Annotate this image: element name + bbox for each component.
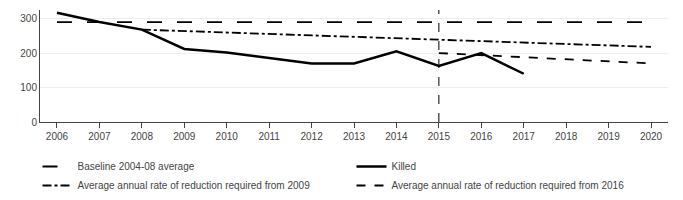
svg-text:2012: 2012 bbox=[300, 131, 323, 142]
svg-text:Killed: Killed bbox=[392, 161, 416, 172]
svg-text:2010: 2010 bbox=[216, 131, 239, 142]
svg-text:2017: 2017 bbox=[513, 131, 536, 142]
svg-text:2009: 2009 bbox=[173, 131, 196, 142]
svg-text:2015: 2015 bbox=[428, 131, 451, 142]
svg-text:0: 0 bbox=[31, 117, 37, 128]
svg-text:2018: 2018 bbox=[555, 131, 578, 142]
svg-text:300: 300 bbox=[20, 13, 37, 24]
svg-text:2007: 2007 bbox=[88, 131, 111, 142]
svg-text:Average annual rate of reducti: Average annual rate of reduction require… bbox=[78, 180, 311, 191]
svg-text:100: 100 bbox=[20, 82, 37, 93]
svg-text:2020: 2020 bbox=[640, 131, 663, 142]
svg-text:2016: 2016 bbox=[470, 131, 493, 142]
svg-text:2011: 2011 bbox=[258, 131, 280, 142]
svg-text:2006: 2006 bbox=[46, 131, 69, 142]
svg-text:200: 200 bbox=[20, 48, 37, 59]
svg-text:2014: 2014 bbox=[385, 131, 408, 142]
svg-text:Baseline 2004-08 average: Baseline 2004-08 average bbox=[78, 161, 195, 172]
svg-text:2008: 2008 bbox=[131, 131, 154, 142]
svg-text:Average annual rate of reducti: Average annual rate of reduction require… bbox=[392, 180, 625, 191]
svg-text:2013: 2013 bbox=[343, 131, 366, 142]
svg-text:2019: 2019 bbox=[597, 131, 620, 142]
